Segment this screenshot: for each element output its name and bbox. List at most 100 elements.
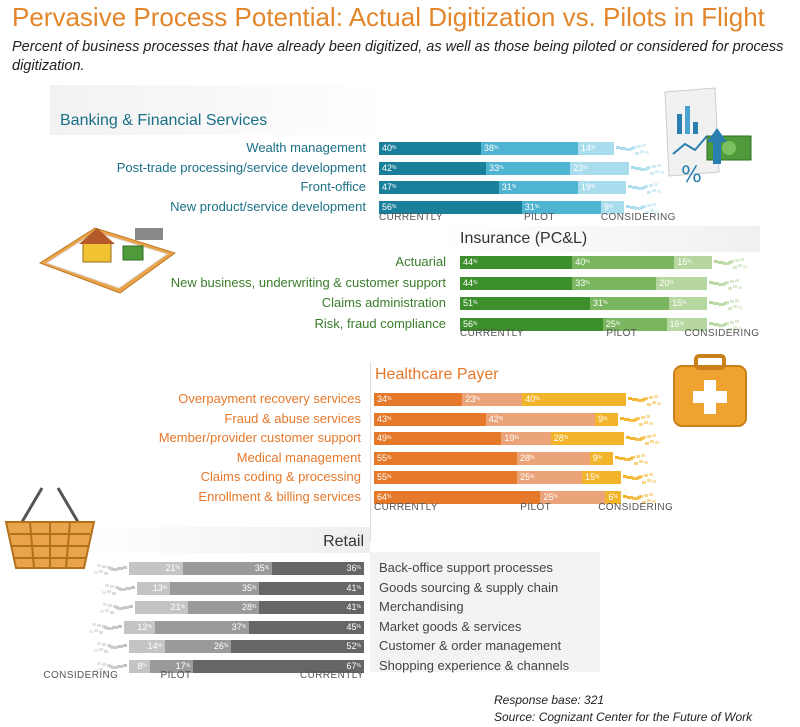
bar-currently: 34% bbox=[374, 393, 463, 406]
value-label: 64% bbox=[377, 491, 392, 502]
pixel-trail bbox=[733, 325, 738, 329]
pixel-trail bbox=[725, 280, 730, 284]
value-label: 13% bbox=[152, 582, 168, 593]
pixel-trail bbox=[718, 282, 723, 286]
value-label: 55% bbox=[377, 472, 392, 482]
pixel-trail bbox=[122, 587, 127, 591]
category-label: Claims administration bbox=[321, 295, 446, 310]
axis-label-pilot: PILOT bbox=[606, 328, 638, 339]
pixel-trail bbox=[656, 163, 661, 167]
pixel-trail bbox=[97, 564, 102, 567]
pixel-trail bbox=[111, 646, 116, 649]
pixel-trail bbox=[720, 261, 725, 264]
bar-pilot: 40% bbox=[572, 256, 675, 269]
pixel-trail bbox=[107, 566, 112, 569]
pixel-trail bbox=[117, 567, 122, 570]
value-label: 44% bbox=[463, 277, 478, 288]
pixel-trail bbox=[641, 144, 646, 147]
pixel-trail bbox=[725, 321, 730, 325]
value-label: 14% bbox=[147, 641, 163, 651]
pixel-trail bbox=[109, 645, 114, 648]
banking-panel bbox=[50, 85, 390, 135]
house-illustration bbox=[38, 227, 177, 294]
bar-considering: 14% bbox=[577, 142, 614, 155]
pixel-trail bbox=[102, 590, 107, 594]
value-label: 28% bbox=[553, 433, 569, 443]
bar-considering: 6% bbox=[605, 490, 621, 504]
pixel-trail bbox=[730, 260, 735, 263]
section-title-healthcare: Healthcare Payer bbox=[375, 366, 499, 383]
pixel-trail bbox=[97, 623, 102, 627]
pixel-trail bbox=[104, 609, 109, 612]
bar-considering: 9% bbox=[600, 200, 624, 214]
pixel-trail bbox=[634, 206, 639, 210]
pixel-trail bbox=[109, 626, 114, 630]
pixel-trail bbox=[733, 305, 738, 308]
pixel-trail bbox=[738, 326, 743, 330]
pixel-trail bbox=[92, 622, 97, 626]
value-label: 6% bbox=[608, 491, 618, 502]
pixel-trail bbox=[641, 415, 646, 419]
bar-pilot: 19% bbox=[501, 432, 551, 445]
bar-pilot: 33% bbox=[486, 161, 571, 175]
pixel-trail bbox=[111, 665, 116, 669]
value-label: 17% bbox=[175, 660, 191, 671]
finance-illustration: % bbox=[664, 87, 752, 188]
pixel-trail bbox=[94, 628, 99, 632]
bar-pilot: 25% bbox=[540, 490, 606, 504]
value-label: 35% bbox=[241, 582, 257, 593]
value-label: 21% bbox=[165, 563, 180, 573]
category-label: Market goods & services bbox=[379, 618, 522, 634]
category-label: Actuarial bbox=[395, 254, 446, 269]
pixel-trail bbox=[629, 495, 633, 499]
axis-label-considering: CONSIDERING bbox=[600, 212, 676, 223]
pixel-trail bbox=[735, 259, 740, 262]
pixel-trail bbox=[709, 280, 714, 284]
pixel-trail bbox=[634, 398, 639, 401]
pixel-trail bbox=[718, 323, 723, 327]
category-label: Post-trade processing/service developmen… bbox=[116, 159, 366, 175]
category-label: Shopping experience & channels bbox=[379, 657, 570, 673]
pixel-trail bbox=[654, 183, 659, 186]
pixel-trail bbox=[709, 321, 714, 325]
pixel-trail bbox=[743, 265, 748, 268]
axis-label-currently: CURRENTLY bbox=[379, 212, 443, 223]
pixel-trail bbox=[105, 583, 110, 587]
axis-label-pilot: PILOT bbox=[523, 212, 555, 223]
value-label: 31% bbox=[524, 201, 540, 212]
pixel-trail bbox=[715, 322, 720, 326]
value-label: 49% bbox=[377, 433, 392, 443]
value-label: 14% bbox=[580, 143, 596, 153]
bar-pilot: 31% bbox=[498, 181, 578, 194]
value-label: 25% bbox=[520, 472, 535, 482]
pixel-trail bbox=[654, 169, 659, 173]
bar-currently: 45% bbox=[249, 620, 364, 634]
category-label: Goods sourcing & supply chain bbox=[379, 579, 559, 595]
pixel-trail bbox=[102, 624, 107, 628]
pixel-trail bbox=[107, 663, 112, 667]
pixel-trail bbox=[723, 262, 728, 265]
pixel-trail bbox=[625, 436, 630, 439]
value-label: 40% bbox=[382, 143, 397, 153]
pixel-trail bbox=[114, 646, 119, 649]
retail-panel-left bbox=[85, 527, 370, 553]
pixel-trail bbox=[118, 624, 123, 628]
value-label: 42% bbox=[488, 413, 504, 424]
pixel-trail bbox=[631, 146, 636, 149]
bar-currently: 64% bbox=[374, 490, 541, 504]
pixel-trail bbox=[641, 204, 646, 208]
pixel-trail bbox=[647, 191, 652, 194]
value-label: 41% bbox=[346, 602, 361, 612]
pixel-trail bbox=[644, 474, 648, 477]
pixel-trail bbox=[639, 475, 643, 478]
value-label: 9% bbox=[592, 452, 603, 463]
pixel-trail bbox=[728, 327, 733, 331]
pixel-trail bbox=[123, 663, 128, 667]
value-label: 12% bbox=[137, 621, 152, 632]
pixel-trail bbox=[119, 587, 124, 591]
pixel-trail bbox=[632, 477, 636, 480]
pixel-trail bbox=[629, 418, 634, 422]
pixel-trail bbox=[652, 499, 656, 503]
pixel-trail bbox=[632, 496, 636, 500]
pixel-trail bbox=[624, 148, 629, 151]
